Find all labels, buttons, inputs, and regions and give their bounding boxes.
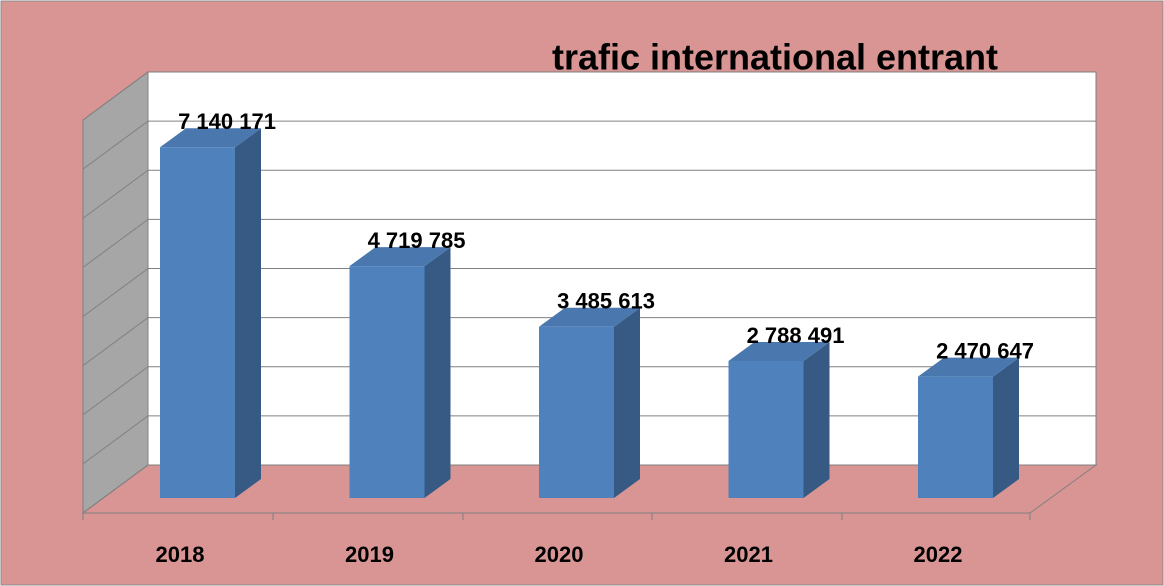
- grid-line: [82, 268, 149, 317]
- data-label: 7 140 171: [178, 109, 276, 134]
- bar: [539, 307, 640, 498]
- grid-line: [82, 71, 149, 121]
- bar: [160, 128, 261, 498]
- x-tick-label: 2021: [724, 542, 773, 567]
- grid-line: [82, 415, 149, 465]
- bar-front: [160, 147, 235, 498]
- data-label: 3 485 613: [557, 289, 655, 314]
- bar: [349, 247, 451, 498]
- bar-side: [803, 342, 830, 498]
- grid-line: [82, 120, 149, 170]
- bar-top: [539, 307, 640, 327]
- bar-side: [614, 307, 640, 498]
- x-tick-label: 2018: [156, 542, 205, 567]
- data-label: 2 470 647: [936, 338, 1034, 363]
- bar-side: [424, 247, 451, 498]
- grid-line: [82, 366, 149, 416]
- x-tick-label: 2020: [535, 542, 584, 567]
- bar-side: [235, 128, 261, 498]
- bar-front: [728, 361, 804, 498]
- grid-line: [82, 169, 149, 219]
- data-label: 2 788 491: [747, 323, 845, 348]
- grid-line: [82, 218, 149, 268]
- bar-top: [728, 342, 830, 362]
- bar-top: [160, 128, 261, 148]
- bar: [728, 342, 830, 498]
- grid-line: [82, 317, 149, 367]
- bar-front: [918, 376, 993, 498]
- bar-top: [918, 357, 1019, 377]
- bar-side: [993, 357, 1019, 498]
- data-label: 4 719 785: [368, 228, 466, 253]
- x-tick-label: 2022: [914, 542, 963, 567]
- grid-line: [82, 464, 149, 514]
- bar-front: [349, 266, 425, 498]
- chart-title: trafic international entrant: [552, 37, 998, 78]
- bar-top: [349, 247, 451, 267]
- x-axis-ticks: [82, 513, 1031, 520]
- bar-front: [539, 326, 614, 498]
- x-tick-label: 2019: [345, 542, 394, 567]
- bar: [918, 357, 1019, 498]
